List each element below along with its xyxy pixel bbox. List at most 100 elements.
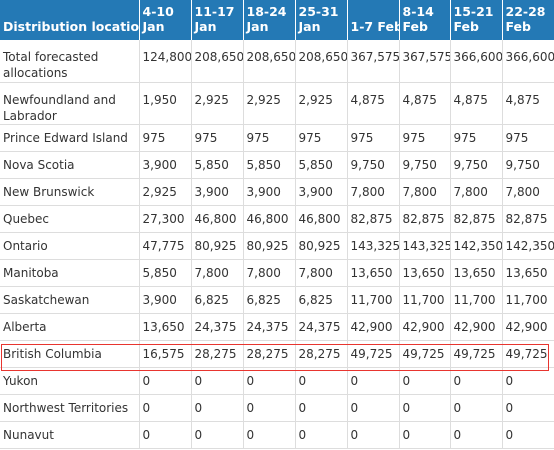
allocation-value-cell: 11,700 [450,286,503,314]
allocation-value-cell: 42,900 [399,313,451,341]
allocation-value-cell: 143,325 [399,232,451,260]
allocation-value-cell: 0 [450,394,503,422]
allocation-value-cell: 82,875 [347,205,400,233]
location-cell: Nunavut [0,421,140,449]
allocation-value-cell: 27,300 [139,205,192,233]
allocation-value-cell: 7,800 [191,259,244,287]
table-row: New Brunswick 2,925 3,900 3,900 3,900 7,800 7,… [0,178,554,206]
allocation-value-cell: 3,900 [243,178,296,206]
allocation-value-cell: 49,725 [347,340,400,368]
allocation-value-cell: 0 [243,394,296,422]
header-line1: 8-14 [402,4,434,19]
allocation-value-cell: 975 [295,124,348,152]
allocation-value-cell: 5,850 [139,259,192,287]
allocation-value-cell: 0 [502,394,554,422]
allocation-value-cell: 11,700 [399,286,451,314]
location-cell: Manitoba [0,259,140,287]
allocation-value-cell: 208,650 [191,40,244,83]
location-cell: Prince Edward Island [0,124,140,152]
allocation-value-cell: 0 [347,394,400,422]
allocation-value-cell: 0 [450,367,503,395]
allocation-value-cell: 16,575 [139,340,192,368]
allocation-value-cell: 47,775 [139,232,192,260]
location-cell: Alberta [0,313,140,341]
table-row: Nunavut 0 0 0 0 0 0 0 0 [0,421,554,449]
header-week-2: 11-17 Jan [191,0,244,40]
allocation-value-cell: 46,800 [243,205,296,233]
allocation-value-cell: 0 [399,367,451,395]
allocation-value-cell: 7,800 [502,178,554,206]
allocation-value-cell: 124,800 [139,40,192,83]
allocation-value-cell: 366,600 [502,40,554,83]
table-row: Northwest Territories 0 0 0 0 0 0 0 0 [0,394,554,422]
header-week-5: 1-7 Feb [347,0,400,40]
allocation-value-cell: 975 [450,124,503,152]
allocation-value-cell: 13,650 [450,259,503,287]
allocation-value-cell: 13,650 [399,259,451,287]
allocation-value-cell: 143,325 [347,232,400,260]
allocation-value-cell: 2,925 [295,82,348,125]
allocation-value-cell: 82,875 [450,205,503,233]
allocation-value-cell: 42,900 [347,313,400,341]
allocation-value-cell: 0 [139,367,192,395]
allocation-value-cell: 11,700 [347,286,400,314]
allocation-value-cell: 24,375 [243,313,296,341]
allocation-value-cell: 80,925 [243,232,296,260]
header-week-3: 18-24 Jan [243,0,296,40]
header-line1: 18-24 [246,4,287,19]
table-row: Nova Scotia 3,900 5,850 5,850 5,850 9,750 9,75… [0,151,554,179]
allocation-value-cell: 142,350 [502,232,554,260]
table-row: Quebec 27,300 46,800 46,800 46,800 82,875 82,8… [0,205,554,233]
location-cell: British Columbia [0,340,140,368]
header-week-8: 22-28 Feb [502,0,554,40]
table-row: Total forecasted allocations 124,800 208,6… [0,40,554,83]
allocation-value-cell: 82,875 [399,205,451,233]
allocation-value-cell: 7,800 [347,178,400,206]
allocation-value-cell: 3,900 [295,178,348,206]
allocation-value-cell: 49,725 [502,340,554,368]
location-cell: Newfoundland and Labrador [0,82,140,125]
header-week-6: 8-14 Feb [399,0,451,40]
allocation-value-cell: 4,875 [347,82,400,125]
header-line2: Feb [505,19,531,34]
allocation-value-cell: 0 [295,421,348,449]
allocation-value-cell: 5,850 [243,151,296,179]
allocation-value-cell: 367,575 [347,40,400,83]
allocation-value-cell: 3,900 [191,178,244,206]
header-line1: Distribution location [3,19,139,34]
allocation-value-cell: 0 [191,421,244,449]
allocation-value-cell: 46,800 [295,205,348,233]
allocation-value-cell: 0 [450,421,503,449]
allocation-value-cell: 3,900 [139,286,192,314]
allocation-value-cell: 24,375 [295,313,348,341]
allocation-value-cell: 0 [295,367,348,395]
allocation-value-cell: 4,875 [502,82,554,125]
header-line2: Jan [298,19,321,34]
allocation-value-cell: 28,275 [295,340,348,368]
allocation-value-cell: 208,650 [243,40,296,83]
allocation-value-cell: 975 [243,124,296,152]
allocation-value-cell: 42,900 [502,313,554,341]
allocation-value-cell: 0 [502,367,554,395]
allocation-value-cell: 975 [139,124,192,152]
allocation-value-cell: 0 [347,367,400,395]
table-row: Prince Edward Island 975 975 975 975 975 975 97… [0,124,554,152]
allocation-value-cell: 366,600 [450,40,503,83]
allocation-value-cell: 6,825 [191,286,244,314]
allocation-value-cell: 80,925 [191,232,244,260]
location-cell: Quebec [0,205,140,233]
allocation-value-cell: 0 [191,394,244,422]
allocation-value-cell: 975 [191,124,244,152]
allocation-value-cell: 4,875 [450,82,503,125]
allocation-value-cell: 0 [191,367,244,395]
allocation-value-cell: 3,900 [139,151,192,179]
allocation-value-cell: 0 [347,421,400,449]
table-row: Yukon 0 0 0 0 0 0 0 0 [0,367,554,395]
allocation-value-cell: 28,275 [243,340,296,368]
allocation-value-cell: 80,925 [295,232,348,260]
location-cell: Ontario [0,232,140,260]
header-line2: Feb [453,19,479,34]
allocation-value-cell: 0 [243,367,296,395]
